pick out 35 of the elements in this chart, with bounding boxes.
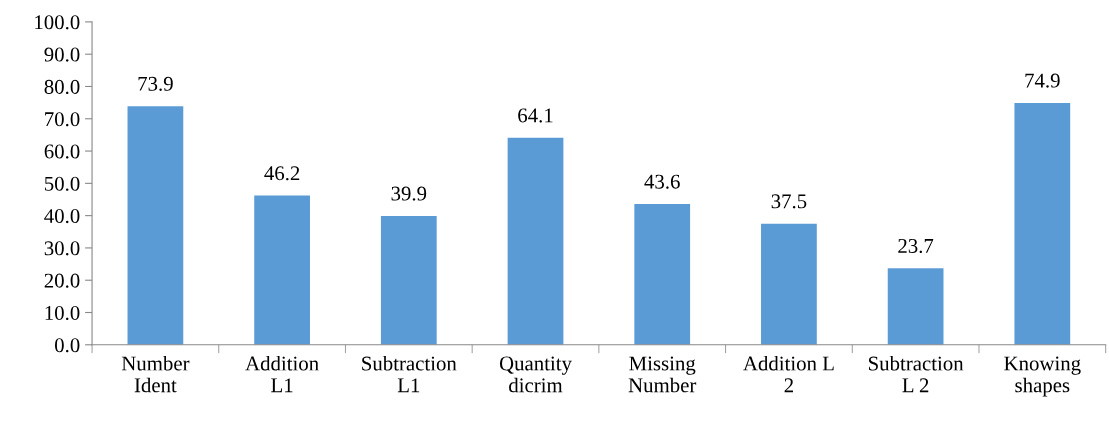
bar xyxy=(1014,102,1071,345)
bar xyxy=(761,223,817,345)
x-tick-label: Addition L1 xyxy=(245,355,319,393)
bar xyxy=(254,195,310,345)
y-tick-label: 90.0 xyxy=(44,47,80,62)
bar xyxy=(634,204,691,345)
data-label: 23.7 xyxy=(898,238,934,254)
bar xyxy=(887,268,944,345)
x-tick-label: Missing Number xyxy=(628,356,697,393)
data-label: 39.9 xyxy=(391,186,427,201)
y-tick-label: 70.0 xyxy=(45,112,80,127)
y-tick-label: 60.0 xyxy=(44,144,80,159)
bar xyxy=(127,106,184,345)
data-label: 74.9 xyxy=(1025,73,1060,88)
x-tick-label: Addition L 2 xyxy=(743,355,834,393)
y-tick-label: 0.0 xyxy=(54,338,80,353)
y-tick-label: 30.0 xyxy=(44,241,80,256)
data-label: 64.1 xyxy=(518,108,553,123)
x-tick-label: Subtraction L1 xyxy=(362,355,457,393)
bar xyxy=(507,137,564,345)
y-tick-label: 100.0 xyxy=(35,15,80,30)
x-tick-label: Number Ident xyxy=(121,355,190,393)
y-tick-label: 10.0 xyxy=(45,305,80,321)
x-tick-label: Subtraction L 2 xyxy=(868,355,964,393)
y-tick-label: 40.0 xyxy=(44,209,80,224)
bar xyxy=(380,215,437,345)
x-tick-label: Knowing shapes xyxy=(1004,356,1081,397)
data-label: 43.6 xyxy=(644,174,680,189)
x-tick-label: Quantity dicrim xyxy=(499,356,572,393)
y-tick-label: 80.0 xyxy=(44,79,80,94)
data-label: 46.2 xyxy=(264,166,300,181)
y-tick-label: 50.0 xyxy=(44,176,80,191)
data-label: 37.5 xyxy=(771,194,807,209)
data-label: 73.9 xyxy=(138,76,173,91)
y-tick-label: 20.0 xyxy=(44,273,80,288)
